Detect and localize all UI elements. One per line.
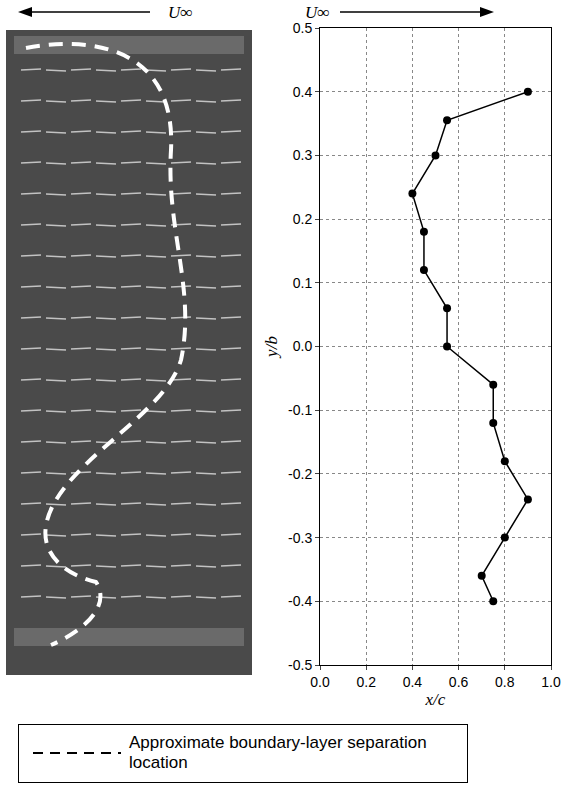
svg-text:0.4: 0.4 <box>293 84 313 100</box>
svg-text:0.8: 0.8 <box>495 674 515 690</box>
svg-text:0.0: 0.0 <box>293 338 313 354</box>
svg-text:-0.1: -0.1 <box>288 402 312 418</box>
html-text:Approximate boundary-layer sep: Approximate boundary-layer separation lo… <box>129 733 427 773</box>
svg-text:0.4: 0.4 <box>403 674 423 690</box>
svg-text:U∞: U∞ <box>168 3 192 22</box>
svg-text:-0.5: -0.5 <box>288 657 312 673</box>
svg-text:U∞: U∞ <box>305 3 329 22</box>
svg-text:y/b: y/b <box>262 336 281 359</box>
svg-text:0.5: 0.5 <box>293 20 313 36</box>
svg-text:1.0: 1.0 <box>541 674 561 690</box>
svg-text:-0.4: -0.4 <box>288 593 312 609</box>
svg-text:0.1: 0.1 <box>293 275 313 291</box>
svg-text:0.2: 0.2 <box>356 674 376 690</box>
svg-text:0.3: 0.3 <box>293 147 313 163</box>
svg-text:0.2: 0.2 <box>293 211 313 227</box>
svg-text:x/c: x/c <box>425 690 446 709</box>
svg-text:0.6: 0.6 <box>449 674 469 690</box>
svg-text:-0.3: -0.3 <box>288 530 312 546</box>
svg-text:0.0: 0.0 <box>310 674 330 690</box>
svg-text:-0.2: -0.2 <box>288 466 312 482</box>
